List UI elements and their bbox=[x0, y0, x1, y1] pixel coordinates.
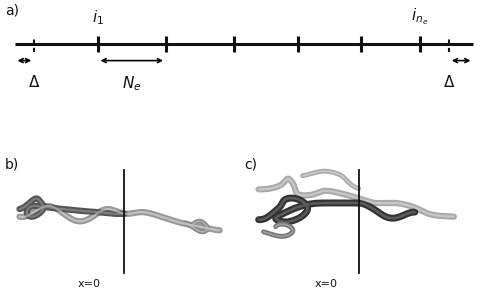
Text: b): b) bbox=[5, 158, 19, 171]
Text: x=0: x=0 bbox=[78, 279, 101, 289]
Text: c): c) bbox=[244, 158, 257, 171]
Text: $\Delta$: $\Delta$ bbox=[28, 74, 41, 90]
Text: $i_{n_e}$: $i_{n_e}$ bbox=[411, 7, 428, 27]
Text: $i_1$: $i_1$ bbox=[92, 8, 103, 27]
Text: $N_e$: $N_e$ bbox=[122, 74, 142, 93]
Text: x=0: x=0 bbox=[315, 279, 338, 289]
Text: $\Delta$: $\Delta$ bbox=[443, 74, 455, 90]
Text: a): a) bbox=[5, 3, 19, 17]
